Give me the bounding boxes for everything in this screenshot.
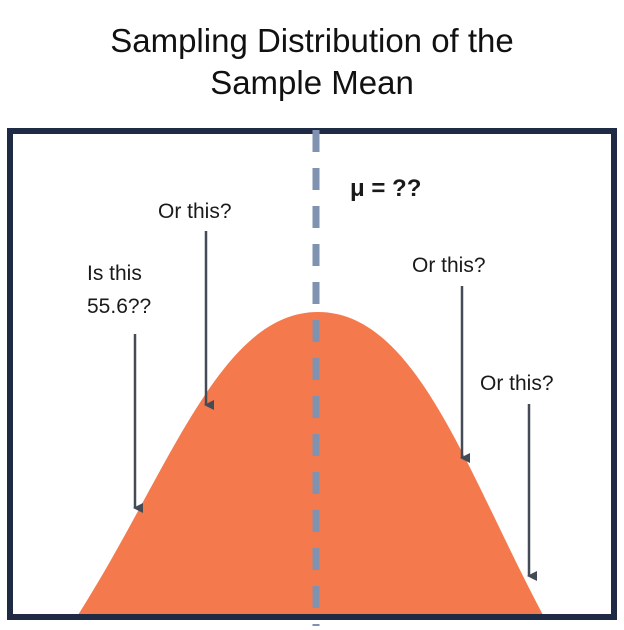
plot-frame [7,128,617,620]
annotation-label-1: Is this [87,262,142,285]
annotation-label-3: Or this? [412,254,486,277]
mean-label: μ = ?? [350,175,421,202]
annotation-label-4: Or this? [480,372,554,395]
diagram-title: Sampling Distribution of the Sample Mean [110,22,514,101]
annotation-label-2: Or this? [158,200,232,223]
sampling-distribution-curve [78,312,543,615]
annotation-label-1-line2: 55.6?? [87,295,151,318]
